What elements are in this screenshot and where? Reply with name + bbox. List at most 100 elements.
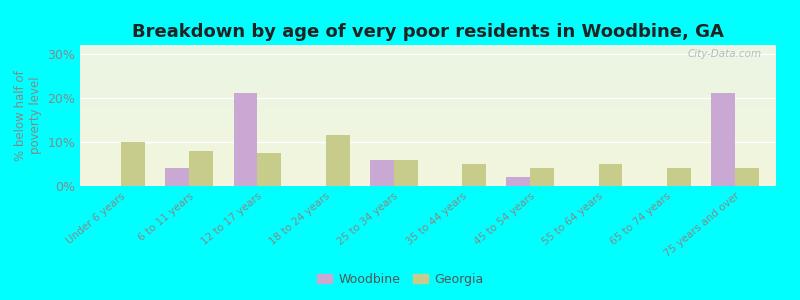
Bar xyxy=(80,138,776,140)
Bar xyxy=(80,46,776,48)
Bar xyxy=(80,164,776,165)
Bar xyxy=(80,128,776,130)
Bar xyxy=(530,168,554,186)
Bar xyxy=(80,107,776,108)
Legend: Woodbine, Georgia: Woodbine, Georgia xyxy=(312,268,488,291)
Bar xyxy=(80,103,776,104)
Bar xyxy=(80,53,776,55)
Bar xyxy=(80,94,776,96)
Bar xyxy=(80,100,776,101)
Bar xyxy=(80,166,776,168)
Bar xyxy=(234,94,258,186)
Bar xyxy=(80,72,776,73)
Bar xyxy=(80,148,776,149)
Bar xyxy=(80,52,776,53)
Bar xyxy=(80,159,776,160)
Bar xyxy=(80,124,776,125)
Bar xyxy=(80,120,776,121)
Bar xyxy=(80,106,776,107)
Bar xyxy=(80,127,776,128)
Bar xyxy=(80,182,776,183)
Bar xyxy=(80,142,776,144)
Bar xyxy=(80,144,776,145)
Bar xyxy=(80,104,776,106)
Bar xyxy=(735,168,759,186)
Bar xyxy=(80,69,776,70)
Bar xyxy=(506,177,530,186)
Bar xyxy=(80,117,776,118)
Bar xyxy=(80,58,776,59)
Bar xyxy=(80,125,776,127)
Bar xyxy=(80,140,776,141)
Bar xyxy=(80,109,776,110)
Bar xyxy=(80,77,776,79)
Bar xyxy=(80,65,776,66)
Text: City-Data.com: City-Data.com xyxy=(688,49,762,59)
Bar xyxy=(80,130,776,131)
Bar xyxy=(80,146,776,148)
Bar xyxy=(80,86,776,87)
Bar xyxy=(80,55,776,56)
Bar xyxy=(80,175,776,176)
Bar xyxy=(326,135,350,186)
Bar xyxy=(80,61,776,62)
Title: Breakdown by age of very poor residents in Woodbine, GA: Breakdown by age of very poor residents … xyxy=(132,23,724,41)
Bar xyxy=(80,45,776,46)
Bar xyxy=(80,184,776,186)
Bar xyxy=(80,82,776,83)
Bar xyxy=(80,73,776,75)
Bar xyxy=(80,62,776,63)
Bar xyxy=(80,118,776,120)
Bar xyxy=(80,85,776,86)
Bar xyxy=(80,135,776,137)
Bar xyxy=(80,70,776,72)
Bar xyxy=(80,96,776,97)
Bar xyxy=(80,56,776,58)
Bar xyxy=(394,160,418,186)
Bar xyxy=(80,172,776,173)
Bar xyxy=(80,155,776,156)
Bar xyxy=(80,141,776,142)
Bar xyxy=(80,97,776,99)
Bar xyxy=(80,173,776,175)
Bar xyxy=(80,170,776,172)
Y-axis label: % below half of
poverty level: % below half of poverty level xyxy=(14,70,42,161)
Bar xyxy=(80,179,776,180)
Bar xyxy=(80,162,776,164)
Bar xyxy=(80,59,776,61)
Bar xyxy=(258,153,282,186)
Bar xyxy=(80,183,776,184)
Bar xyxy=(80,110,776,111)
Bar xyxy=(370,160,394,186)
Bar xyxy=(80,49,776,51)
Bar xyxy=(80,87,776,89)
Bar xyxy=(80,114,776,116)
Bar xyxy=(80,169,776,170)
Bar xyxy=(80,116,776,117)
Bar xyxy=(80,68,776,69)
Bar xyxy=(80,154,776,155)
Bar xyxy=(80,132,776,134)
Bar xyxy=(80,89,776,90)
Bar xyxy=(667,168,690,186)
Bar xyxy=(80,176,776,178)
Bar xyxy=(80,93,776,94)
Bar xyxy=(80,111,776,113)
Bar xyxy=(711,94,735,186)
Bar xyxy=(80,137,776,138)
Bar xyxy=(80,152,776,154)
Bar xyxy=(80,92,776,93)
Bar xyxy=(80,75,776,76)
Bar xyxy=(166,168,189,186)
Bar xyxy=(80,165,776,166)
Bar xyxy=(189,151,213,186)
Bar xyxy=(80,76,776,77)
Bar xyxy=(80,180,776,182)
Bar xyxy=(80,83,776,85)
Bar xyxy=(80,122,776,124)
Bar xyxy=(80,156,776,158)
Bar xyxy=(80,101,776,103)
Bar xyxy=(80,121,776,122)
Bar xyxy=(80,99,776,100)
Bar xyxy=(121,142,145,186)
